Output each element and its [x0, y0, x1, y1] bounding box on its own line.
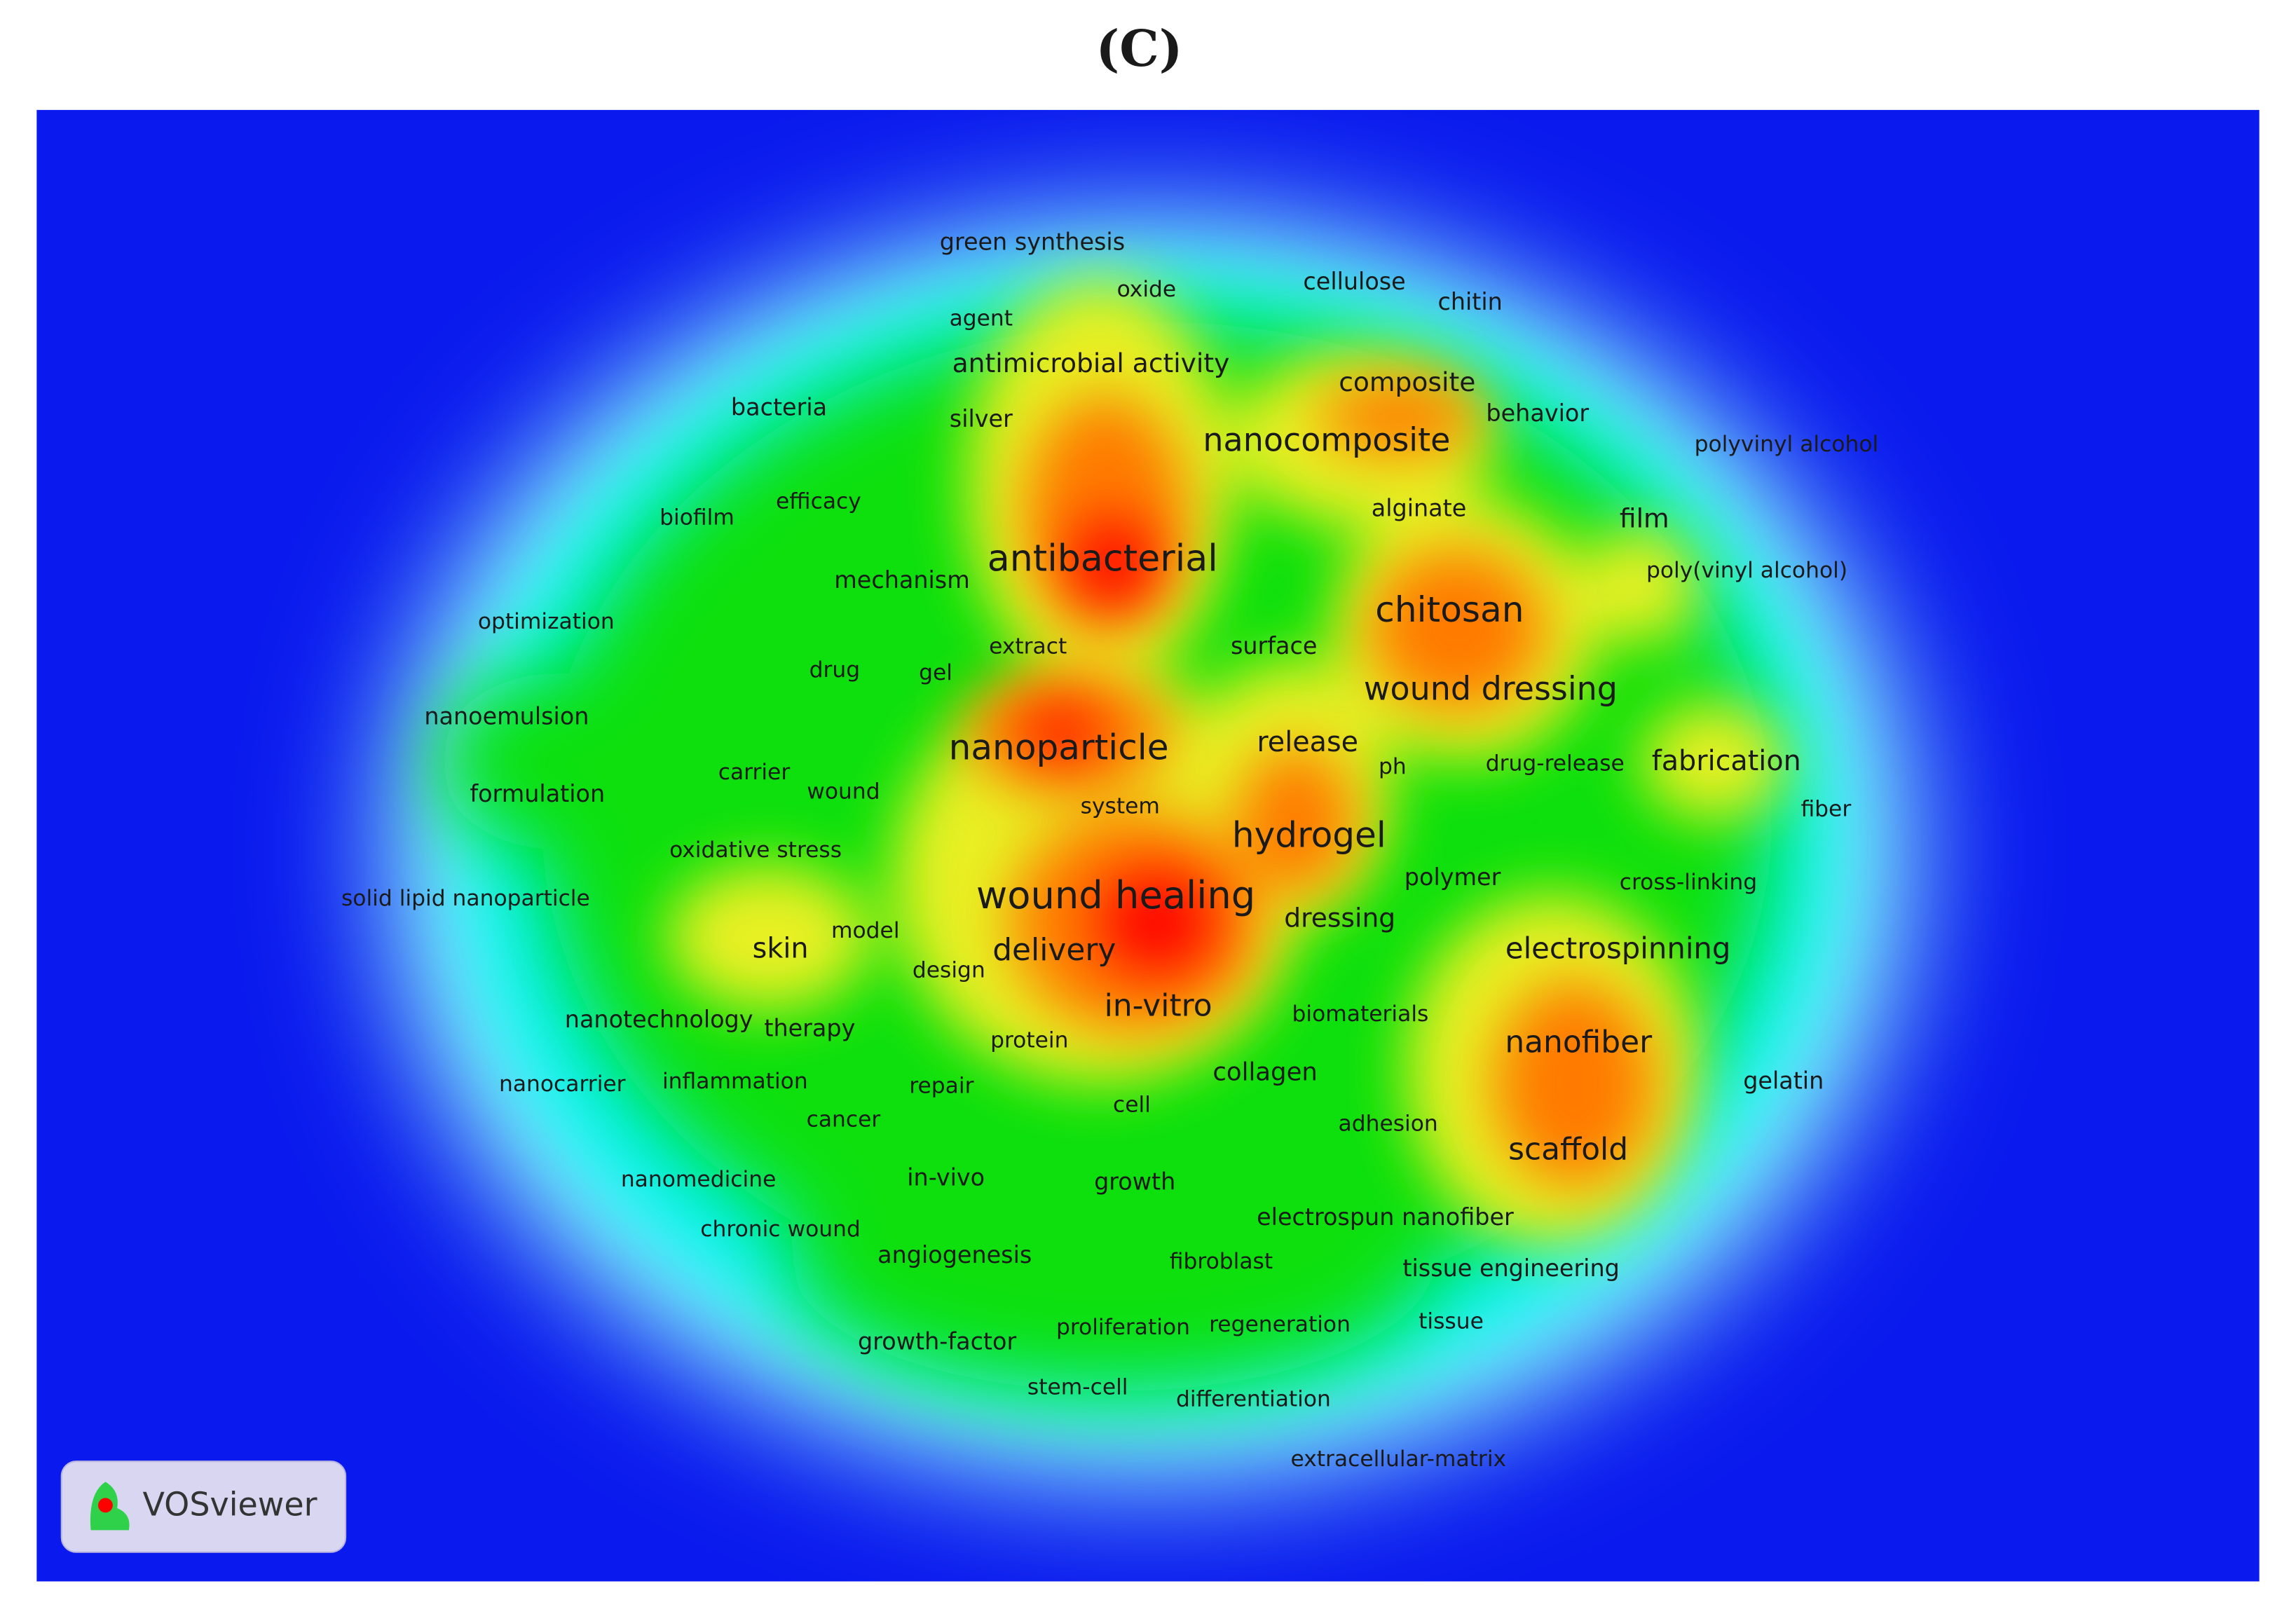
term-label: tissue [1419, 1309, 1484, 1334]
term-label: bacteria [731, 393, 827, 420]
term-label: silver [950, 405, 1013, 432]
term-label: behavior [1486, 399, 1589, 427]
term-label: inflammation [662, 1069, 808, 1094]
term-label: regeneration [1209, 1312, 1351, 1337]
figure-label: (C) [1096, 19, 1183, 78]
term-label: oxidative stress [669, 837, 842, 863]
term-label: system [1081, 793, 1160, 819]
term-label: nanocarrier [499, 1072, 626, 1097]
term-label: hydrogel [1232, 814, 1386, 856]
term-label: in-vitro [1105, 988, 1212, 1024]
term-label: dressing [1284, 903, 1395, 933]
term-label: nanotechnology [565, 1006, 753, 1033]
term-label: antimicrobial activity [952, 348, 1230, 378]
term-label: skin [753, 933, 809, 965]
term-label: cellulose [1303, 268, 1405, 295]
term-label: gelatin [1743, 1067, 1824, 1095]
term-label: nanoemulsion [424, 702, 589, 730]
term-label: wound healing [976, 873, 1255, 917]
term-label: fiber [1800, 796, 1851, 821]
term-label: biofilm [660, 505, 734, 531]
term-label: cancer [807, 1107, 881, 1132]
term-label: nanoparticle [949, 726, 1169, 767]
term-label: optimization [478, 609, 615, 634]
term-label: collagen [1212, 1058, 1318, 1087]
term-label: gel [919, 660, 952, 685]
term-label: chitosan [1375, 589, 1524, 630]
logo-icon-dot [97, 1498, 113, 1513]
term-labels: green synthesis oxide cellulose chitin agent… [341, 228, 1878, 1472]
term-label: angiogenesis [877, 1241, 1032, 1268]
term-label: proliferation [1056, 1315, 1190, 1340]
term-label: ph [1379, 754, 1407, 779]
term-label: extract [989, 634, 1067, 659]
term-label: polymer [1405, 863, 1501, 891]
density-background [36, 109, 2260, 1582]
term-label: cell [1113, 1092, 1151, 1117]
term-label: polyvinyl alcohol [1695, 432, 1879, 457]
vosviewer-logo: VOSviewer [60, 1461, 347, 1553]
term-label: nanofiber [1505, 1025, 1653, 1060]
term-label: carrier [718, 760, 791, 785]
term-label: model [831, 918, 900, 943]
term-label: delivery [992, 932, 1116, 968]
term-label: agent [950, 306, 1013, 331]
term-label: chronic wound [700, 1217, 861, 1242]
term-label: adhesion [1339, 1112, 1438, 1137]
term-label: nanomedicine [621, 1167, 777, 1192]
term-label: differentiation [1176, 1386, 1331, 1411]
term-label: fabrication [1652, 745, 1801, 777]
logo-box [60, 1461, 347, 1553]
term-label: film [1620, 502, 1669, 533]
term-label: electrospinning [1505, 931, 1731, 966]
logo-text: VOSviewer [143, 1485, 317, 1523]
term-label: chitin [1437, 288, 1502, 315]
term-label: growth [1094, 1168, 1175, 1196]
term-label: alginate [1372, 495, 1467, 522]
term-label: electrospun nanofiber [1257, 1203, 1514, 1231]
term-label: design [913, 957, 985, 983]
term-label: repair [909, 1073, 973, 1098]
term-label: biomaterials [1292, 1001, 1429, 1027]
term-label: fibroblast [1170, 1249, 1273, 1274]
term-label: nanocomposite [1203, 421, 1450, 459]
term-label: in-vivo [907, 1163, 985, 1191]
term-label: drug-release [1486, 751, 1625, 777]
term-label: cross-linking [1620, 870, 1757, 895]
term-label: protein [990, 1028, 1068, 1053]
term-label: release [1257, 726, 1358, 758]
term-label: stem-cell [1027, 1375, 1128, 1400]
term-label: extracellular-matrix [1290, 1446, 1506, 1472]
term-label: drug [809, 657, 861, 683]
term-label: antibacterial [988, 538, 1218, 580]
term-label: wound dressing [1364, 670, 1618, 708]
term-label: tissue engineering [1402, 1254, 1619, 1282]
term-label: surface [1231, 632, 1317, 659]
term-label: scaffold [1508, 1131, 1628, 1167]
term-label: mechanism [834, 566, 970, 594]
term-label: growth-factor [858, 1327, 1016, 1355]
term-label: efficacy [776, 489, 861, 514]
term-label: green synthesis [940, 228, 1125, 255]
term-label: therapy [764, 1014, 855, 1041]
term-label: solid lipid nanoparticle [341, 886, 590, 911]
term-label: formulation [470, 780, 605, 807]
term-label: composite [1339, 367, 1475, 397]
term-label: wound [807, 779, 880, 804]
term-label: poly(vinyl alcohol) [1646, 558, 1847, 583]
term-label: oxide [1117, 277, 1177, 302]
